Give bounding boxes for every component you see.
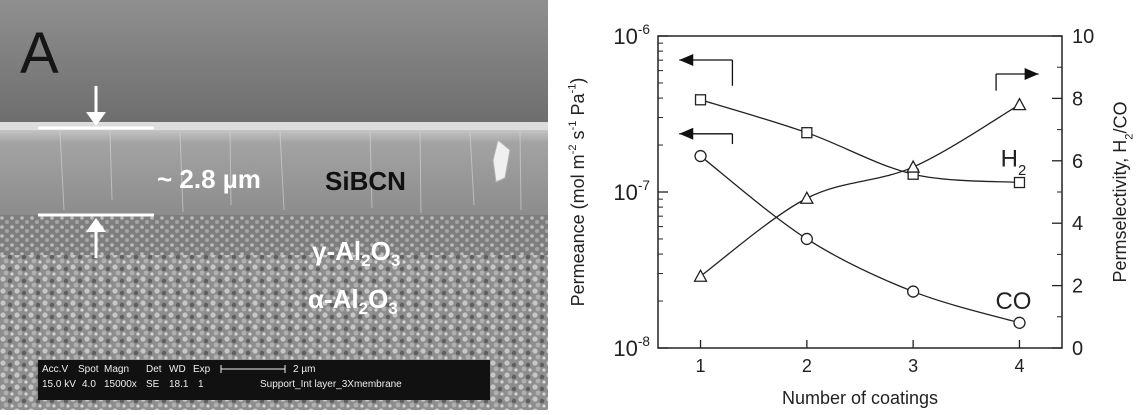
data-point-triangle <box>1012 97 1027 111</box>
layer-name-o: O <box>370 236 391 266</box>
databar-header: Det <box>146 364 162 375</box>
annotations: H2 CO <box>679 54 1039 315</box>
right-tick-label: 0 <box>1072 338 1083 360</box>
data-point-square <box>801 127 813 139</box>
databar-value: 15000x <box>104 379 137 390</box>
left-axis-arrow-h2 <box>679 54 733 66</box>
right-tick-label: 6 <box>1072 151 1083 173</box>
databar-header: Spot <box>78 364 99 375</box>
data-point-square <box>1013 176 1026 189</box>
axes-frame: 1 2 3 4 Number of coatings 10-8 10-7 10-6 Permea… <box>567 22 1136 408</box>
scale-bar-label: 2 µm <box>293 364 316 375</box>
layer-name-o: O <box>368 284 389 314</box>
databar-value: 4.0 <box>82 379 96 390</box>
x-axis-label: Number of coatings <box>782 388 938 408</box>
layer-label-sibcn: SiBCN <box>325 166 406 197</box>
layer-label-alpha-alumina: α-Al2O3 <box>308 284 398 319</box>
x-tick-label: 2 <box>802 356 812 376</box>
left-axis-label: Permeance (mol m-2 s-1 Pa-1) <box>567 78 588 307</box>
data-point-square <box>694 94 707 106</box>
arrow-head <box>679 127 694 140</box>
data-point-circle <box>800 232 813 246</box>
x-tick-label: 4 <box>1014 356 1024 376</box>
subscript: 3 <box>388 299 398 318</box>
right-axis-label: Permselectivity, H2/CO <box>1110 102 1135 283</box>
data-point-triangle <box>906 159 921 173</box>
right-tick-label: 4 <box>1072 213 1083 235</box>
databar-header: Magn <box>104 364 130 375</box>
databar-header: WD <box>169 364 186 375</box>
left-tick-label: 10-7 <box>613 178 650 205</box>
data-point-triangle <box>693 268 708 282</box>
sem-micrograph-panel: A ~ 2.8 µm SiBCN γ-Al2O3 α-Al2O3 Acc.V S… <box>0 0 548 410</box>
databar-value: 1 <box>198 379 204 390</box>
databar-header: Exp <box>193 364 211 375</box>
chart-svg: 1 2 3 4 Number of coatings 10-8 10-7 10-6 Permea… <box>567 22 1136 408</box>
left-tick-label: 10-8 <box>613 334 650 361</box>
sample-name: Support_Int layer_3Xmembrane <box>260 379 402 390</box>
sem-data-bar: Acc.V Spot Magn Det WD Exp 15.0 kV 4.0 1… <box>38 360 490 400</box>
data-point-circle <box>694 149 707 163</box>
left-tick-label: 10-6 <box>613 22 650 49</box>
arrow-head <box>1024 68 1039 80</box>
series-label-h2: H2 <box>1001 146 1027 179</box>
layer-name: SiBCN <box>325 166 406 196</box>
data-marks <box>693 94 1027 329</box>
left-axis-arrow-co <box>679 127 733 140</box>
x-tick-label: 1 <box>696 356 706 376</box>
x-tick-label: 3 <box>908 356 918 376</box>
series-line-triangle <box>700 104 1020 277</box>
right-tick-label: 2 <box>1072 276 1083 298</box>
data-point-circle <box>1013 316 1026 329</box>
data-point-triangle <box>799 190 814 204</box>
layer-name: γ-Al <box>312 236 362 266</box>
right-tick-label: 8 <box>1072 88 1083 110</box>
databar-header: Acc.V <box>42 364 69 375</box>
right-axis-arrow <box>996 68 1039 80</box>
layer-name: α-Al <box>308 284 359 314</box>
scale-bar <box>220 365 286 373</box>
databar-value: SE <box>146 379 160 390</box>
series-label-co: CO <box>995 288 1031 315</box>
subscript: 3 <box>390 251 401 270</box>
panel-letter: A <box>20 21 59 86</box>
databar-value: 15.0 kV <box>42 379 76 390</box>
series-line-circle <box>700 155 1020 324</box>
right-tick-label: 10 <box>1072 26 1094 48</box>
subscript: 2 <box>358 299 369 318</box>
permeance-chart: 1 2 3 4 Number of coatings 10-8 10-7 10-6 Permea… <box>548 0 1139 410</box>
subscript: 2 <box>361 251 371 270</box>
data-point-circle <box>907 285 920 298</box>
layer-label-gamma-alumina: γ-Al2O3 <box>312 236 400 271</box>
thickness-label: ~ 2.8 µm <box>157 164 261 194</box>
series-line-square <box>700 99 1020 184</box>
sem-image <box>0 0 548 410</box>
arrow-head <box>679 54 694 66</box>
databar-value: 18.1 <box>169 379 189 390</box>
